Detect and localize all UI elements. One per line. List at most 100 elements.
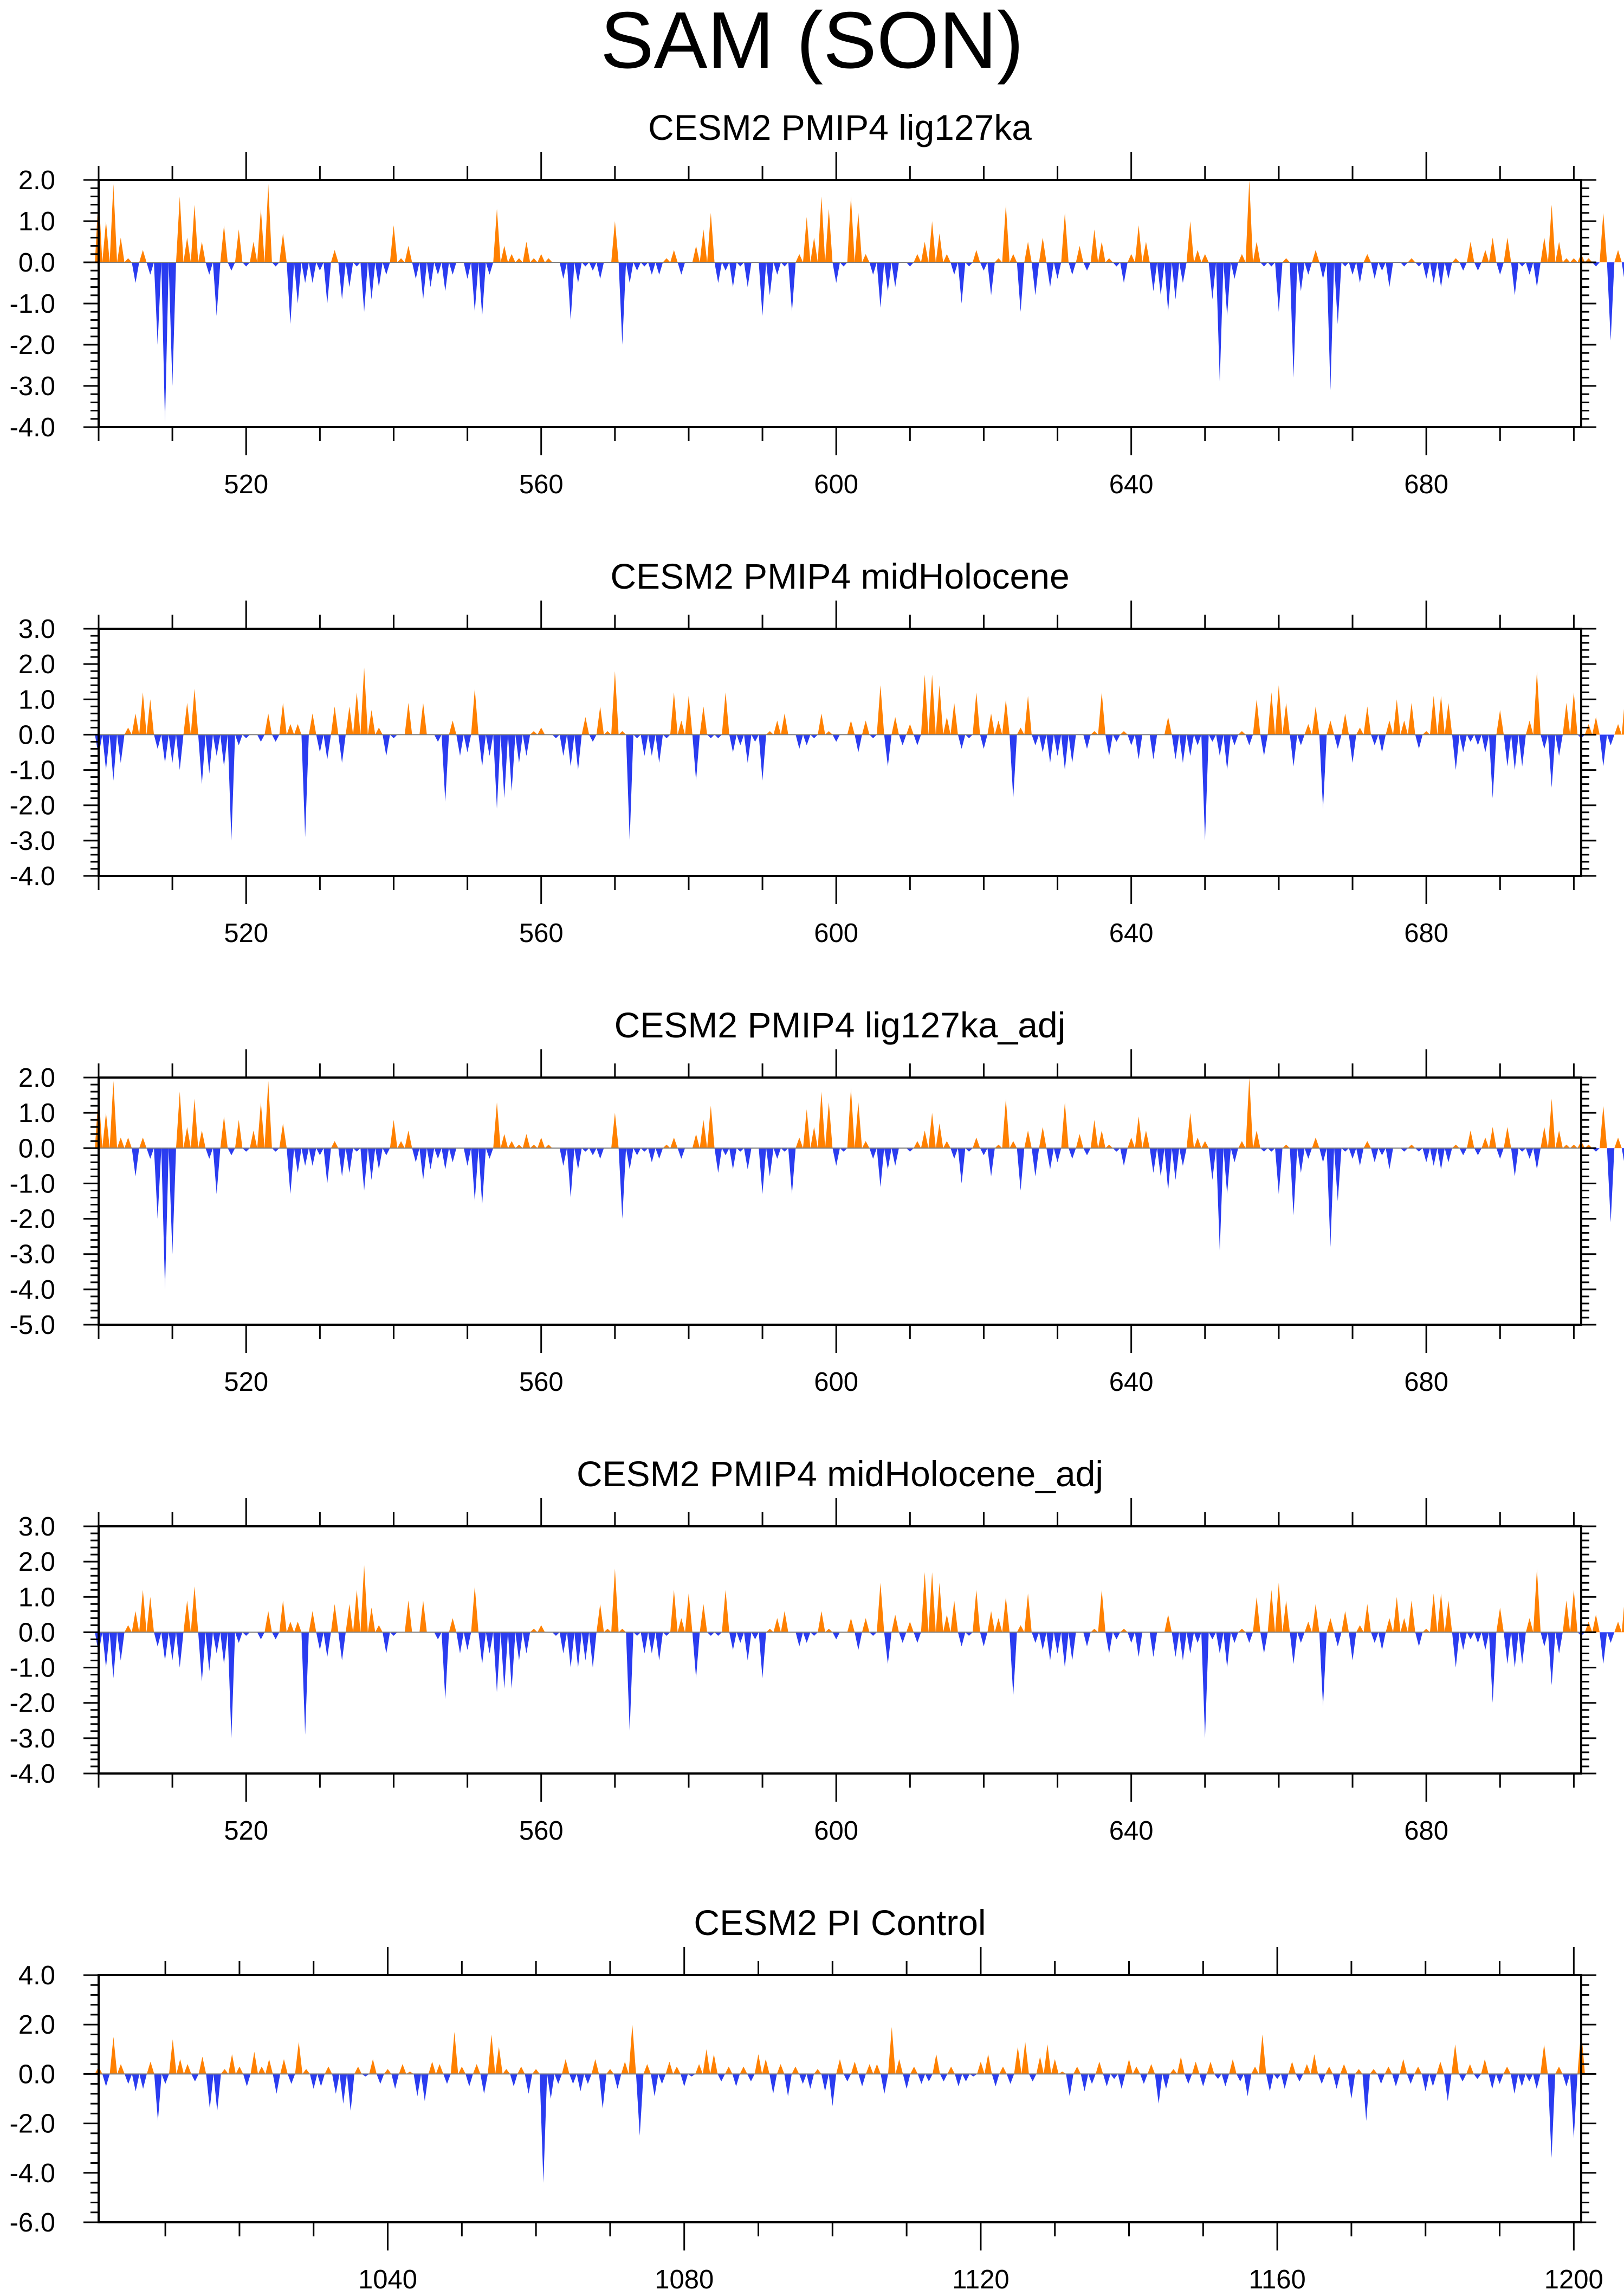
positive-anomaly-mark	[449, 1618, 457, 1633]
negative-anomaly-mark	[663, 734, 670, 738]
negative-anomaly-mark	[522, 1632, 530, 1654]
negative-anomaly-mark	[1046, 1148, 1054, 1170]
negative-anomaly-mark	[271, 262, 280, 267]
x-tick-label: 640	[1109, 470, 1154, 499]
y-tick-label: -5.0	[10, 1311, 55, 1340]
positive-anomaly-mark	[947, 2066, 955, 2074]
negative-anomaly-mark	[212, 734, 221, 756]
positive-anomaly-mark	[670, 250, 678, 262]
positive-anomaly-mark	[176, 1092, 184, 1149]
positive-anomaly-mark	[1177, 2056, 1185, 2074]
negative-anomaly-mark	[1112, 734, 1121, 742]
negative-anomaly-mark	[559, 262, 567, 279]
positive-anomaly-mark	[1147, 2064, 1155, 2074]
negative-anomaly-mark	[515, 734, 523, 763]
positive-anomaly-mark	[1017, 727, 1025, 735]
positive-anomaly-mark	[1429, 695, 1438, 735]
positive-anomaly-mark	[1098, 692, 1106, 735]
negative-anomaly-mark	[1474, 1148, 1482, 1156]
y-tick-label: 1.0	[18, 207, 55, 236]
negative-anomaly-mark	[1415, 1632, 1423, 1647]
positive-anomaly-mark	[1466, 2064, 1474, 2074]
positive-anomaly-mark	[397, 258, 405, 262]
negative-anomaly-mark	[569, 2074, 577, 2084]
negative-anomaly-mark	[781, 1148, 788, 1152]
chart-title: CESM2 PMIP4 midHolocene_adj	[577, 1454, 1103, 1494]
negative-anomaly-mark	[567, 262, 574, 320]
negative-anomaly-mark	[161, 1148, 169, 1289]
positive-anomaly-mark	[1127, 1137, 1135, 1149]
positive-anomaly-mark	[1600, 1106, 1607, 1149]
x-tick-label: 680	[1404, 470, 1448, 499]
negative-anomaly-mark	[1046, 1632, 1054, 1661]
negative-anomaly-mark	[658, 2074, 666, 2084]
positive-anomaly-mark	[346, 1604, 353, 1633]
positive-anomaly-mark	[530, 1628, 538, 1633]
positive-anomaly-mark	[670, 692, 678, 735]
positive-anomaly-mark	[280, 2059, 288, 2074]
positive-anomaly-mark	[1253, 1597, 1260, 1633]
negative-anomaly-mark	[692, 734, 700, 781]
negative-anomaly-mark	[891, 1148, 899, 1166]
positive-anomaly-mark	[191, 204, 198, 262]
positive-anomaly-mark	[611, 1113, 619, 1149]
positive-anomaly-mark	[1095, 2061, 1103, 2074]
y-tick-label: 4.0	[18, 1961, 55, 1990]
positive-anomaly-mark	[855, 212, 862, 262]
positive-anomaly-mark	[891, 1614, 899, 1633]
negative-anomaly-mark	[205, 1148, 213, 1159]
positive-anomaly-mark	[1386, 720, 1393, 735]
negative-anomaly-mark	[962, 2074, 970, 2082]
negative-anomaly-mark	[109, 734, 118, 781]
positive-anomaly-mark	[825, 731, 833, 735]
negative-anomaly-mark	[648, 734, 656, 756]
positive-anomaly-mark	[773, 720, 781, 735]
negative-anomaly-mark	[1260, 1148, 1268, 1152]
negative-anomaly-mark	[1053, 734, 1062, 756]
negative-anomaly-mark	[736, 1632, 745, 1643]
negative-anomaly-mark	[242, 1148, 250, 1152]
positive-anomaly-mark	[1467, 1130, 1474, 1149]
negative-anomaly-mark	[1459, 734, 1467, 752]
negative-anomaly-mark	[577, 2074, 585, 2092]
negative-anomaly-mark	[1231, 262, 1239, 279]
negative-anomaly-mark	[1356, 262, 1364, 283]
negative-anomaly-mark	[640, 1632, 649, 1654]
negative-anomaly-mark	[271, 1632, 280, 1640]
negative-anomaly-mark	[169, 734, 176, 763]
plot-frame	[98, 179, 1582, 428]
negative-anomaly-mark	[228, 1632, 235, 1738]
negative-anomaly-mark	[729, 1148, 737, 1170]
negative-anomaly-mark	[338, 262, 346, 300]
negative-anomaly-mark	[1245, 1632, 1253, 1643]
negative-anomaly-mark	[161, 734, 169, 763]
negative-anomaly-mark	[500, 1632, 508, 1689]
negative-anomaly-mark	[987, 1148, 995, 1177]
negative-anomaly-mark	[1127, 734, 1135, 745]
x-tick-label: 680	[1404, 1816, 1448, 1846]
positive-anomaly-mark	[1120, 731, 1128, 735]
positive-anomaly-mark	[795, 254, 803, 262]
x-tick-label: 640	[1109, 919, 1154, 948]
x-tick-label: 600	[814, 1368, 858, 1397]
negative-anomaly-mark	[1474, 1632, 1482, 1643]
negative-anomaly-mark	[613, 2074, 622, 2089]
negative-anomaly-mark	[1318, 2074, 1326, 2084]
negative-anomaly-mark	[332, 2074, 340, 2094]
negative-anomaly-mark	[680, 2074, 688, 2087]
negative-anomaly-mark	[914, 1632, 921, 1643]
positive-anomaly-mark	[1481, 1137, 1489, 1149]
positive-anomaly-mark	[891, 717, 899, 735]
positive-anomaly-mark	[1570, 692, 1578, 735]
positive-anomaly-mark	[236, 2066, 243, 2074]
negative-anomaly-mark	[1362, 2074, 1370, 2121]
positive-anomaly-mark	[169, 2039, 177, 2074]
negative-anomaly-mark	[1149, 262, 1157, 292]
positive-anomaly-mark	[250, 242, 257, 262]
negative-anomaly-mark	[803, 1632, 811, 1643]
positive-anomaly-mark	[1525, 1618, 1534, 1633]
negative-anomaly-mark	[640, 1148, 649, 1152]
negative-anomaly-mark	[917, 2074, 926, 2084]
positive-anomaly-mark	[928, 1572, 936, 1633]
y-tick-label: -3.0	[10, 372, 55, 401]
